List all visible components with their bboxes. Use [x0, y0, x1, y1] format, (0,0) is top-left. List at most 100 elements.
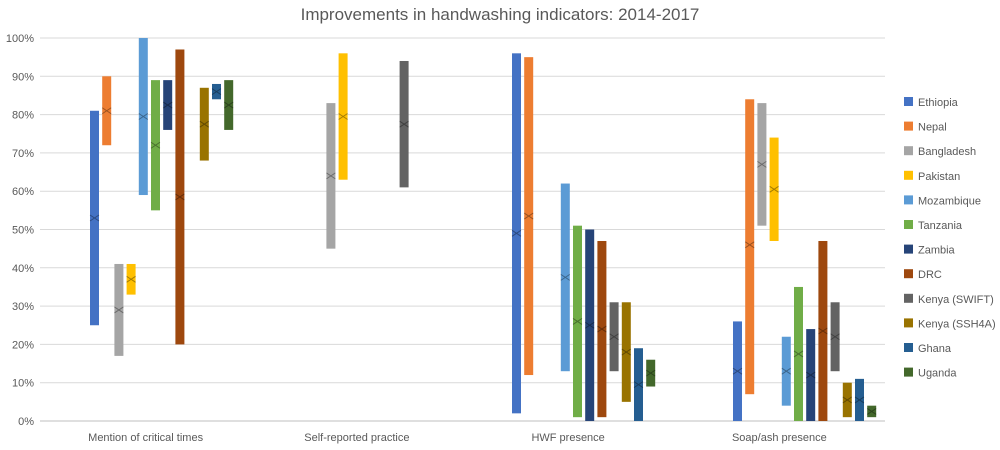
legend-item: Kenya (SWIFT)	[904, 293, 994, 306]
legend-item: Ethiopia	[904, 97, 959, 109]
range-bar	[646, 359, 656, 387]
midpoint-marker	[818, 327, 828, 335]
y-tick-label: 90%	[12, 71, 34, 83]
range-bar	[634, 348, 643, 421]
range-bar	[102, 76, 112, 146]
range-bar	[512, 53, 521, 414]
range-bar	[769, 137, 779, 241]
midpoint-marker	[162, 101, 173, 109]
legend-label: Kenya (SSH4A)	[918, 318, 996, 330]
range-bar	[338, 53, 348, 180]
range-bar	[399, 60, 409, 188]
midpoint-marker	[560, 273, 571, 281]
x-category-label: HWF presence	[531, 432, 604, 444]
legend-swatch	[904, 170, 913, 180]
legend-swatch	[904, 293, 913, 303]
legend-label: Pakistan	[918, 171, 960, 183]
midpoint-marker	[199, 120, 210, 128]
legend-swatch	[904, 318, 913, 328]
legend-item: Uganda	[904, 367, 957, 380]
legend-swatch	[904, 195, 913, 205]
legend-swatch	[904, 343, 913, 352]
y-tick-label: 20%	[12, 339, 34, 351]
midpoint-marker	[757, 160, 767, 168]
y-tick-label: 30%	[12, 301, 34, 313]
range-bar	[597, 240, 607, 418]
range-bar	[199, 87, 209, 161]
midpoint-marker	[769, 185, 779, 193]
range-bar	[138, 38, 148, 196]
range-bar	[175, 49, 185, 345]
x-category-label: Soap/ash presence	[732, 432, 827, 444]
midpoint-marker	[633, 381, 644, 389]
midpoint-marker	[842, 396, 853, 404]
legend-item: Ghana	[904, 343, 952, 355]
legend-label: Ghana	[918, 343, 952, 355]
legend-swatch	[904, 269, 913, 279]
legend-swatch	[904, 220, 913, 229]
x-category-label: Mention of critical times	[88, 432, 203, 444]
legend-swatch	[904, 367, 913, 377]
category-group	[326, 53, 409, 249]
y-tick-label: 60%	[12, 186, 34, 198]
legend-label: Ethiopia	[918, 97, 959, 109]
midpoint-marker	[584, 321, 595, 329]
y-tick-label: 70%	[12, 148, 34, 160]
y-tick-label: 40%	[12, 263, 34, 275]
legend-label: Bangladesh	[918, 146, 976, 158]
midpoint-marker	[523, 212, 534, 220]
midpoint-marker	[732, 367, 743, 375]
range-bar	[794, 286, 803, 421]
x-category-label: Self-reported practice	[304, 432, 409, 444]
range-bar	[806, 329, 816, 421]
legend-item: Tanzania	[904, 220, 963, 232]
range-bar	[818, 240, 828, 421]
range-bar	[757, 103, 767, 226]
midpoint-marker	[175, 193, 185, 201]
midpoint-marker	[597, 325, 607, 333]
range-bar	[524, 57, 534, 376]
midpoint-marker	[126, 275, 136, 283]
midpoint-marker	[805, 371, 816, 379]
y-tick-label: 0%	[18, 416, 34, 428]
legend-item: Pakistan	[904, 170, 960, 183]
legend-label: Mozambique	[918, 195, 981, 207]
midpoint-marker	[781, 367, 792, 375]
category-group	[511, 53, 656, 421]
midpoint-marker	[399, 120, 409, 128]
midpoint-marker	[138, 113, 149, 120]
range-bar	[830, 302, 840, 372]
midpoint-marker	[744, 241, 755, 249]
legend-label: Nepal	[918, 122, 947, 134]
midpoint-marker	[645, 369, 656, 377]
range-bar	[151, 80, 160, 211]
legend-label: Zambia	[918, 245, 956, 257]
midpoint-marker	[866, 408, 877, 415]
x-axis-categories: Mention of critical times Self-reported p…	[88, 432, 827, 444]
midpoint-marker	[211, 88, 222, 96]
y-tick-label: 50%	[12, 225, 34, 237]
range-bar	[585, 229, 595, 421]
range-bar	[212, 83, 221, 100]
midpoint-marker	[223, 101, 234, 109]
category-group	[89, 38, 234, 356]
range-bar	[573, 225, 582, 418]
range-bar	[621, 302, 631, 402]
legend-item: DRC	[904, 269, 942, 281]
chart-title: Improvements in handwashing indicators: …	[301, 5, 700, 24]
midpoint-marker	[830, 333, 840, 341]
legend-swatch	[904, 121, 913, 131]
range-bar	[781, 336, 791, 406]
range-bar	[842, 382, 852, 418]
legend-swatch	[904, 146, 913, 156]
y-axis-ticks: 0% 10% 20% 30% 40% 50% 60% 70% 80% 90% 100%	[6, 33, 34, 428]
y-tick-label: 100%	[6, 33, 34, 45]
legend-item: Mozambique	[904, 195, 981, 207]
category-group	[732, 99, 877, 421]
legend-item: Nepal	[904, 121, 947, 134]
legend-label: Tanzania	[918, 220, 963, 232]
y-tick-label: 80%	[12, 110, 34, 122]
range-bar	[90, 110, 99, 326]
midpoint-marker	[150, 141, 161, 149]
legend-label: Uganda	[918, 368, 957, 380]
